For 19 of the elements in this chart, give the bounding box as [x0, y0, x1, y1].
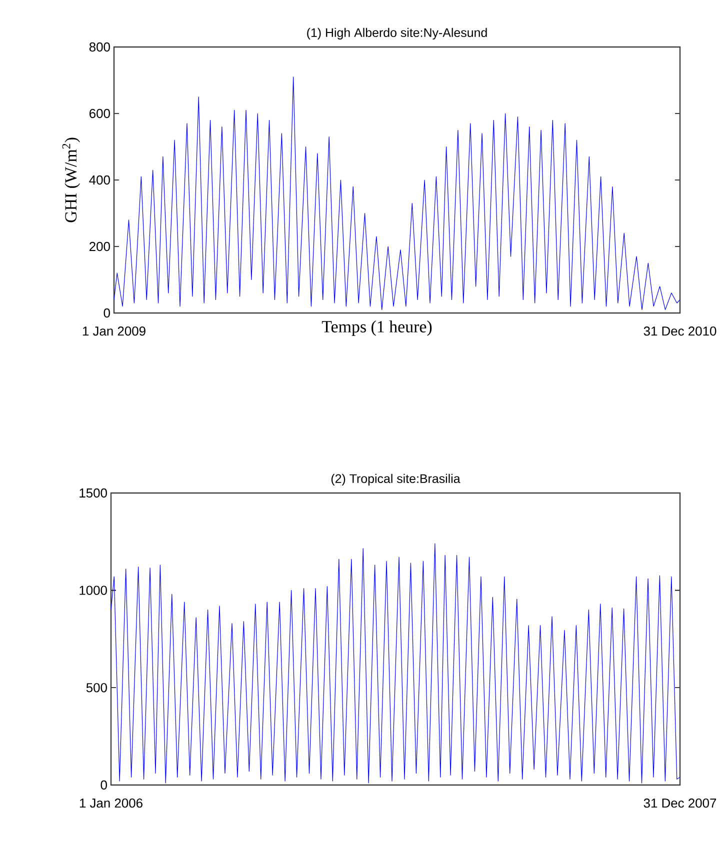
x-tick-label: 1 Jan 2006 — [80, 798, 142, 808]
y-tick-label: 1000 — [80, 586, 107, 595]
y-tick-label: 200 — [90, 242, 110, 252]
y-tick-label: 0 — [100, 780, 107, 790]
y-axis-title: GHI (W/m$^{2}$) — [62, 138, 80, 222]
y-tick-label: 800 — [89, 42, 110, 52]
y-tick-label: 1500 — [80, 488, 107, 498]
x-axis-title: Temps (1 heure) — [322, 320, 432, 336]
chart-title: (2) Tropical site:Brasilia — [331, 474, 460, 486]
x-tick-label: 31 Dec 2010 — [644, 326, 716, 336]
y-tick-label: 0 — [104, 308, 110, 318]
chart-title: (1) High Alberdo site:Ny-Alesund — [307, 28, 487, 40]
x-tick-label: 1 Jan 2009 — [82, 326, 146, 336]
y-tick-label: 400 — [89, 175, 110, 185]
y-tick-label: 600 — [90, 108, 110, 118]
x-tick-label: 31 Dec 2007 — [644, 798, 716, 808]
y-tick-label: 500 — [86, 683, 107, 692]
line-series — [114, 76, 680, 310]
line-series — [111, 543, 680, 784]
